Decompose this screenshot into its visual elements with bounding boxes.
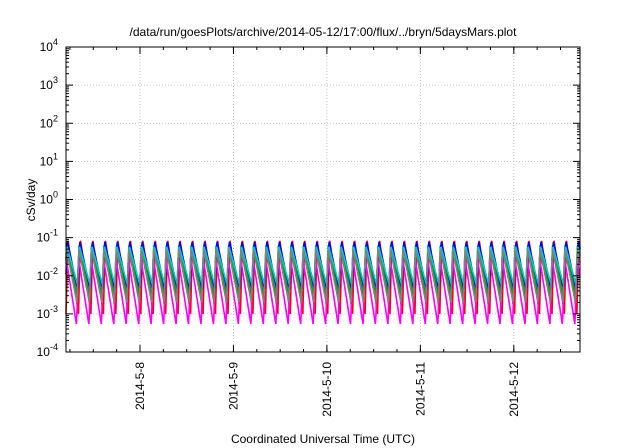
x-tick-label: 2014-5-10 — [320, 362, 334, 417]
x-axis-ticks: 2014-5-8 2014-5-9 2014-5-10 2014-5-11 2014-5… — [69, 47, 562, 417]
y-tick-label: 10-2 — [37, 266, 58, 283]
y-axis-ticks: 10-4 10-3 10-2 10-1 100 101 102 103 104 — [37, 37, 580, 359]
y-tick-label: 104 — [40, 37, 58, 54]
x-tick-label: 2014-5-12 — [507, 362, 521, 417]
y-tick-label: 10-3 — [37, 304, 58, 321]
y-tick-label: 101 — [40, 151, 58, 168]
x-tick-label: 2014-5-9 — [226, 362, 240, 410]
series-layer — [65, 240, 581, 325]
x-tick-label: 2014-5-8 — [133, 362, 147, 410]
y-tick-label: 10-1 — [37, 228, 58, 245]
series-line — [65, 257, 581, 325]
x-axis-label: Coordinated Universal Time (UTC) — [231, 432, 415, 446]
chart-title: /data/run/goesPlots/archive/2014-05-12/1… — [130, 25, 518, 39]
y-tick-label: 103 — [40, 75, 58, 92]
y-tick-label: 10-4 — [37, 342, 58, 359]
y-tick-label: 102 — [40, 113, 58, 130]
x-tick-label: 2014-5-11 — [413, 362, 427, 416]
y-tick-label: 100 — [40, 190, 58, 207]
y-axis-label: cSv/day — [24, 179, 38, 222]
series-line — [65, 249, 581, 303]
